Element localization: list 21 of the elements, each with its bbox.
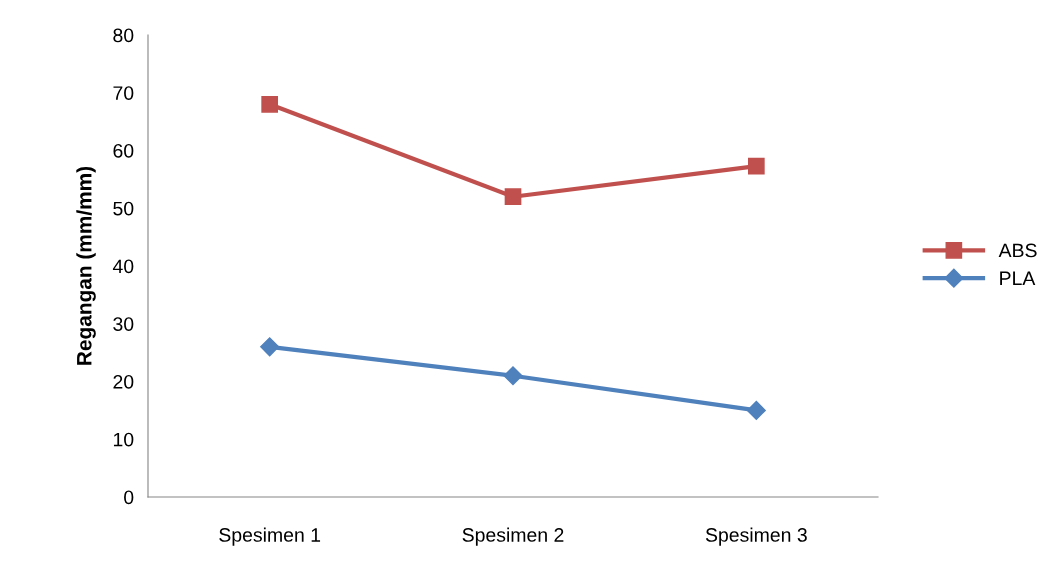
point: [747, 157, 765, 175]
y-tick-label: 70: [113, 86, 134, 100]
x-tick-label: Spesimen 3: [705, 527, 807, 546]
point: [746, 400, 766, 420]
y-tick-label: 80: [113, 28, 134, 43]
y-tick-label: 30: [113, 317, 134, 331]
y-axis-title: Regangan (mm/mm): [76, 166, 96, 365]
y-tick-label: 20: [113, 374, 134, 389]
y-tick-label: 50: [113, 201, 134, 216]
point: [504, 188, 522, 206]
x-tick-label: Spesimen 2: [462, 527, 564, 546]
point: [503, 366, 523, 386]
y-tick-label: 0: [124, 490, 134, 505]
legend-label: PLA: [1000, 271, 1036, 285]
y-tick-label: 10: [113, 432, 134, 447]
point: [261, 95, 279, 113]
x-tick-label: Spesimen 1: [219, 527, 321, 546]
point: [260, 337, 280, 357]
legend-label: ABS: [998, 243, 1037, 258]
y-tick-label: 40: [112, 259, 134, 274]
y-tick-label: 60: [113, 143, 134, 158]
